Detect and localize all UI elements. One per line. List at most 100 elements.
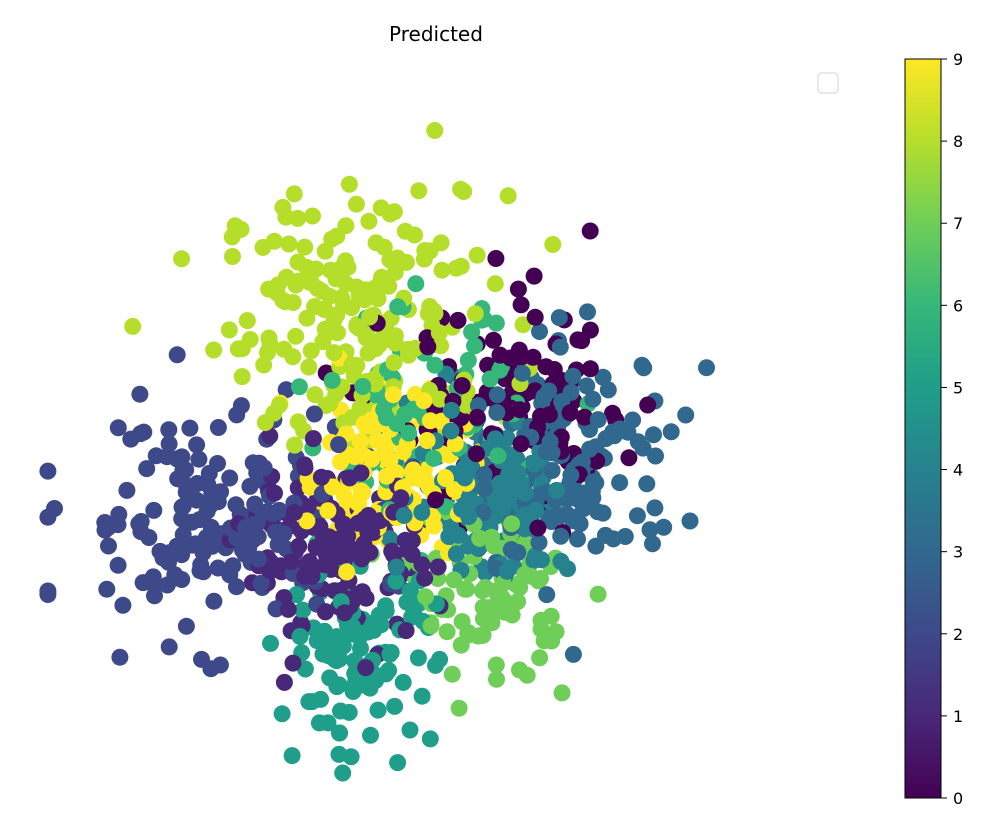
scatter-point-class-1 — [284, 654, 302, 672]
scatter-point-class-2 — [122, 430, 140, 448]
scatter-point-class-7 — [531, 649, 549, 667]
scatter-point-class-3 — [616, 528, 634, 545]
scatter-point-class-8 — [316, 242, 334, 260]
scatter-point-class-0 — [453, 377, 471, 395]
scatter-point-class-0 — [576, 408, 593, 426]
scatter-point-class-3 — [677, 406, 695, 424]
scatter-point-class-8 — [419, 305, 437, 323]
scatter-point-class-5 — [389, 754, 407, 772]
scatter-point-class-5 — [341, 625, 359, 643]
scatter-point-class-2 — [160, 435, 178, 453]
scatter-point-class-5 — [409, 649, 427, 667]
scatter-point-class-2 — [146, 587, 163, 605]
scatter-point-class-4 — [387, 558, 405, 576]
scatter-point-class-8 — [367, 234, 385, 252]
scatter-point-class-1 — [429, 558, 447, 576]
scatter-point-class-3 — [578, 377, 596, 395]
scatter-point-class-5 — [347, 673, 364, 691]
scatter-point-class-3 — [579, 303, 596, 321]
scatter-point-class-8 — [385, 354, 403, 372]
scatter-point-class-8 — [241, 331, 259, 348]
scatter-point-class-8 — [285, 185, 303, 203]
scatter-point-class-8 — [254, 238, 272, 256]
scatter-point-class-7 — [473, 582, 491, 600]
scatter-point-class-8 — [315, 300, 333, 318]
scatter-point-class-3 — [681, 512, 699, 530]
scatter-point-class-4 — [447, 545, 465, 563]
scatter-point-class-7 — [443, 665, 461, 683]
scatter-point-class-2 — [158, 448, 176, 466]
scatter-point-class-5 — [328, 628, 346, 646]
scatter-point-class-3 — [551, 338, 569, 356]
colorbar-tick-label: 0 — [953, 789, 963, 808]
scatter-point-class-1 — [312, 468, 330, 486]
scatter-point-class-3 — [562, 484, 580, 502]
scatter-point-class-5 — [387, 572, 405, 590]
scatter-point-class-8 — [468, 246, 486, 264]
scatter-point-class-1 — [316, 603, 334, 621]
scatter-point-class-2 — [267, 600, 285, 618]
scatter-point-class-3 — [538, 586, 556, 604]
colorbar-ticks: 0 1 2 3 4 5 6 7 8 9 — [941, 50, 963, 808]
scatter-point-class-8 — [173, 250, 191, 268]
scatter-point-class-7 — [474, 598, 492, 616]
scatter-point-class-8 — [432, 234, 450, 252]
scatter-point-class-1 — [304, 430, 322, 448]
colorbar-tick-label: 4 — [953, 461, 963, 480]
scatter-point-class-8 — [385, 203, 403, 221]
scatter-point-class-7 — [438, 623, 456, 641]
scatter-point-class-5 — [372, 616, 390, 634]
scatter-point-class-9 — [415, 392, 433, 410]
scatter-point-class-2 — [109, 556, 127, 574]
scatter-point-class-1 — [336, 604, 353, 622]
scatter-point-class-1 — [279, 600, 297, 618]
scatter-point-class-8 — [302, 342, 320, 360]
scatter-point-class-8 — [399, 340, 417, 358]
scatter-point-class-0 — [467, 445, 485, 463]
scatter-point-class-8 — [486, 275, 504, 293]
scatter-point-class-8 — [260, 329, 278, 347]
colorbar-tick-label: 7 — [953, 214, 963, 233]
scatter-point-class-5 — [386, 697, 404, 715]
scatter-point-class-8 — [369, 290, 387, 308]
scatter-point-class-9 — [437, 470, 454, 487]
scatter-point-class-9 — [354, 484, 372, 502]
scatter-point-class-7 — [511, 661, 528, 679]
scatter-point-class-3 — [502, 541, 520, 559]
scatter-point-class-2 — [263, 505, 281, 523]
scatter-point-class-9 — [351, 433, 369, 451]
scatter-point-class-8 — [347, 195, 365, 213]
colorbar-tick-label: 6 — [953, 296, 963, 315]
scatter-point-class-4 — [533, 551, 550, 569]
scatter-point-class-3 — [589, 503, 607, 521]
scatter-point-class-2 — [330, 436, 348, 454]
scatter-point-class-4 — [491, 474, 509, 492]
scatter-point-class-3 — [644, 535, 661, 553]
scatter-point-class-8 — [321, 395, 339, 413]
scatter-point-class-2 — [228, 578, 245, 596]
scatter-point-class-2 — [240, 539, 258, 556]
scatter-point-class-6 — [426, 356, 444, 374]
scatter-point-class-5 — [403, 608, 421, 626]
scatter-point-class-6 — [290, 378, 308, 396]
scatter-point-class-6 — [489, 447, 507, 465]
scatter-point-class-4 — [498, 562, 516, 580]
scatter-point-class-3 — [540, 382, 558, 400]
scatter-point-class-2 — [158, 576, 176, 594]
scatter-point-class-9 — [425, 517, 443, 535]
scatter-point-class-2 — [224, 557, 242, 575]
scatter-point-class-2 — [205, 592, 223, 610]
colorbar-tick-label: 3 — [953, 543, 963, 562]
scatter-point-class-1 — [266, 484, 283, 502]
scatter-point-class-2 — [209, 559, 227, 577]
scatter-point-class-8 — [433, 261, 451, 279]
scatter-point-class-2 — [130, 515, 148, 533]
scatter-point-class-3 — [628, 507, 646, 525]
scatter-point-class-4 — [548, 481, 566, 499]
scatter-point-class-2 — [190, 450, 208, 468]
scatter-point-class-7 — [483, 614, 501, 632]
colorbar-tick-label: 8 — [953, 132, 963, 151]
scatter-point-class-5 — [331, 724, 348, 742]
scatter-point-class-5 — [394, 673, 412, 691]
scatter-point-class-7 — [452, 636, 470, 654]
